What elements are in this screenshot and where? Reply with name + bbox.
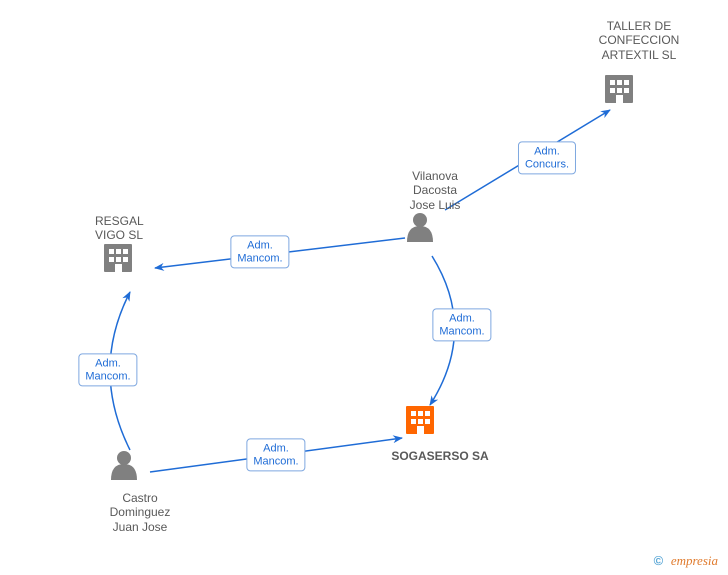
company-icon-taller [605,75,633,103]
node-label-sogaserso: SOGASERSO SA [375,449,505,463]
node-label-castro: Castro Dominguez Juan Jose [95,491,185,534]
node-label-resgal: RESGAL VIGO SL [95,214,175,243]
node-label-vilanova: Vilanova Dacosta Jose Luis [390,169,480,212]
edge-label-vilanova-taller: Adm. Concurs. [518,141,576,174]
person-icon-vilanova [407,213,433,242]
watermark: © empresia [654,553,718,569]
diagram-canvas [0,0,728,575]
company-icon-sogaserso [406,406,434,434]
person-icon-castro [111,451,137,480]
copyright-symbol: © [654,553,664,568]
edge-label-castro-sogaserso: Adm. Mancom. [246,438,305,471]
brand-name: empresia [671,553,718,568]
edge-label-vilanova-resgal: Adm. Mancom. [230,235,289,268]
node-label-taller: TALLER DE CONFECCION ARTEXTIL SL [589,19,689,62]
company-icon-resgal [104,244,132,272]
edge-label-vilanova-sogaserso: Adm. Mancom. [432,308,491,341]
edge-label-castro-resgal: Adm. Mancom. [78,353,137,386]
